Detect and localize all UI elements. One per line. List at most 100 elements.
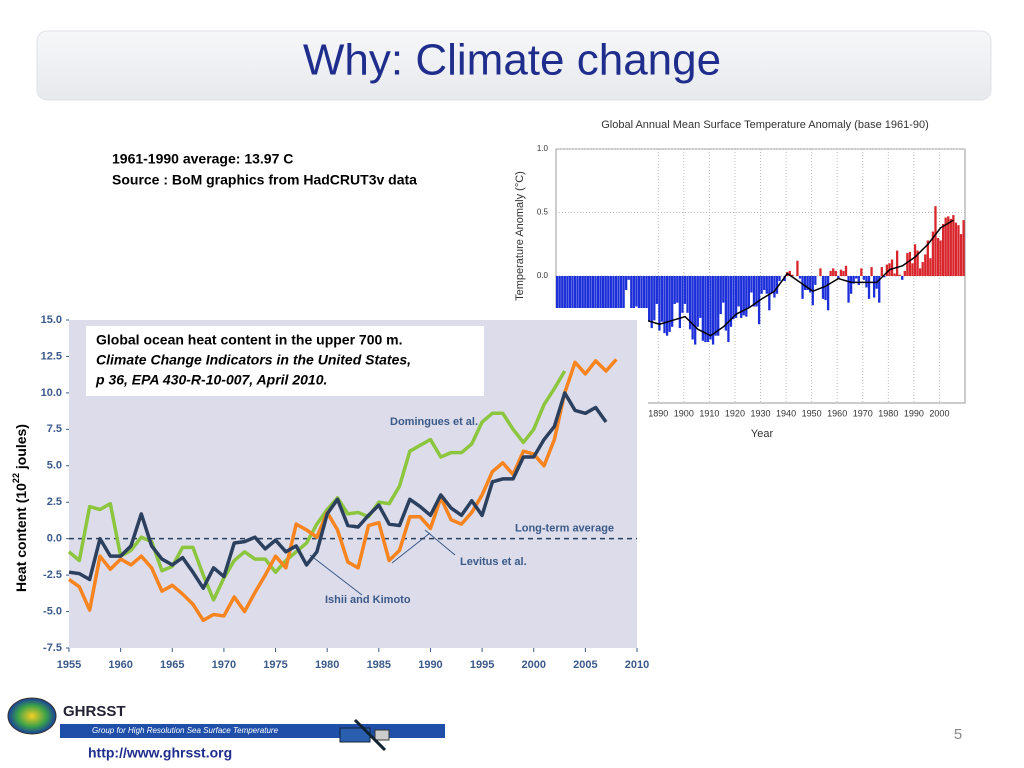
- x-tick-label: 2000: [929, 408, 949, 418]
- bar: [872, 276, 876, 298]
- x-axis-label: Year: [751, 428, 774, 440]
- bar: [911, 263, 914, 276]
- bar: [924, 254, 927, 276]
- bar: [556, 276, 559, 332]
- bar: [729, 276, 733, 327]
- x-tick-label: 1980: [315, 659, 339, 671]
- textbox-line: p 36, EPA 430-R-10-007, April 2010.: [95, 372, 327, 388]
- bar: [699, 276, 702, 318]
- bar: [714, 276, 717, 336]
- bar: [742, 276, 745, 316]
- bar: [612, 276, 615, 315]
- bar: [857, 276, 860, 285]
- bar: [832, 268, 835, 276]
- bar: [660, 276, 664, 322]
- bar: [704, 276, 707, 343]
- bar: [655, 276, 658, 304]
- x-tick-label: 1960: [827, 408, 847, 418]
- leader-line: [424, 529, 456, 556]
- y-tick-label: -7.5: [43, 642, 62, 654]
- bar: [727, 276, 730, 343]
- bar: [952, 215, 955, 276]
- x-tick-label: 1990: [418, 659, 442, 671]
- x-tick-label: 1980: [878, 408, 898, 418]
- x-tick-label: 1900: [674, 408, 694, 418]
- y-tick-label: 7.5: [47, 423, 62, 435]
- bar: [635, 276, 638, 307]
- textbox-line: Global ocean heat content in the upper 7…: [96, 332, 403, 348]
- series-label: Ishii and Kimoto: [325, 594, 411, 606]
- x-tick-label: 1995: [470, 659, 494, 671]
- bar: [683, 276, 687, 304]
- bar: [734, 276, 738, 318]
- bar: [571, 276, 574, 327]
- x-tick-label: 1990: [904, 408, 924, 418]
- bar: [594, 276, 597, 318]
- y-tick-label: -5.0: [43, 605, 62, 617]
- bar: [676, 276, 679, 303]
- bar: [918, 268, 922, 276]
- y-tick-label: 10.0: [41, 387, 62, 399]
- bar: [826, 276, 830, 311]
- bar: [750, 276, 753, 293]
- bar: [847, 276, 850, 303]
- bar: [791, 274, 794, 276]
- bar: [949, 218, 952, 276]
- bar: [775, 276, 779, 294]
- bar: [581, 276, 584, 336]
- title-box: [36, 30, 992, 101]
- bar: [936, 237, 940, 276]
- bar: [898, 274, 901, 276]
- bar: [607, 276, 610, 312]
- bar: [589, 276, 592, 318]
- y-tick-label: 2.5: [47, 496, 62, 508]
- bar: [640, 276, 643, 320]
- bar: [763, 276, 766, 290]
- bar: [837, 276, 840, 279]
- bar: [632, 276, 635, 315]
- bar: [852, 276, 855, 284]
- series-label: Levitus et al.: [460, 556, 527, 568]
- bar: [959, 234, 963, 276]
- bar: [954, 222, 958, 276]
- bar: [908, 251, 912, 276]
- series-label: Domingues et al.: [390, 416, 478, 428]
- bar: [755, 276, 758, 307]
- bar: [796, 260, 799, 276]
- satellite-icon: [339, 718, 390, 752]
- note: 1961-1990 average: 13.97 C: [112, 151, 293, 167]
- bar: [563, 276, 566, 320]
- bar: [957, 225, 960, 276]
- bar: [706, 276, 710, 343]
- bar: [722, 276, 725, 303]
- bar: [824, 276, 827, 301]
- x-tick-label: 2000: [521, 659, 545, 671]
- bar: [602, 276, 605, 318]
- bar: [849, 276, 853, 294]
- url: http://www.ghrsst.org: [88, 745, 232, 761]
- bar: [645, 276, 648, 330]
- bar: [934, 206, 937, 276]
- bar: [558, 276, 561, 315]
- x-tick-label: 1955: [57, 659, 81, 671]
- bar: [901, 276, 904, 280]
- bar: [860, 268, 863, 276]
- bar: [862, 276, 866, 280]
- bar: [814, 276, 817, 285]
- bar: [694, 276, 697, 345]
- bar: [798, 276, 802, 279]
- reference-label: Long-term average: [515, 523, 614, 535]
- bar: [648, 276, 651, 321]
- bar: [701, 276, 705, 341]
- y-tick-label: -2.5: [43, 569, 62, 581]
- bar: [691, 276, 694, 340]
- y-axis-label: Heat content (1022 joules): [11, 424, 28, 592]
- bar: [939, 240, 942, 276]
- bar: [665, 276, 669, 336]
- bar: [688, 276, 692, 330]
- series-line: [68, 391, 608, 590]
- bar: [929, 258, 932, 276]
- bar: [778, 276, 781, 282]
- y-tick-label: 12.5: [41, 350, 62, 362]
